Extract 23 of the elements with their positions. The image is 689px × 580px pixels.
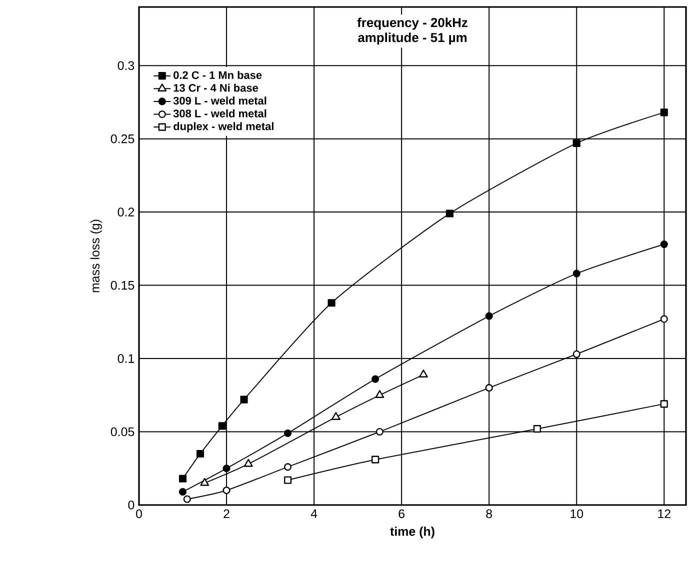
x-axis-title: time (h) — [390, 526, 434, 538]
x-tick-label: 2 — [224, 509, 230, 518]
x-tick-label: 12 — [658, 509, 670, 518]
annotation: amplitude - 51 µm — [358, 32, 467, 45]
x-tick-label: 0 — [136, 509, 142, 518]
legend-label: duplex - weld metal — [174, 122, 274, 132]
y-tick-label: 0.1 — [118, 354, 134, 363]
x-tick-label: 4 — [310, 509, 318, 518]
y-axis-title: mass loss (g) — [90, 220, 102, 292]
annotation: frequency - 20kHz — [357, 18, 468, 30]
x-tick-label: 8 — [486, 509, 492, 518]
legend-label: 309 L - weld metal — [173, 96, 266, 105]
y-tick-label: 0.25 — [110, 134, 134, 144]
y-tick-label: 0.05 — [110, 427, 134, 436]
y-tick-label: 0 — [128, 500, 134, 510]
legend-label: 308 L - weld metal — [173, 109, 266, 118]
y-tick-label: 0.2 — [118, 208, 134, 216]
y-tick-label: 0.3 — [118, 61, 134, 70]
x-tick-label: 10 — [570, 509, 584, 518]
legend-label: 0.2 C - 1 Mn base — [174, 70, 262, 79]
y-tick-label: 0.15 — [110, 280, 134, 290]
legend-label: 13 Cr - 4 Ni base — [174, 84, 258, 92]
x-tick-label: 6 — [398, 509, 404, 518]
